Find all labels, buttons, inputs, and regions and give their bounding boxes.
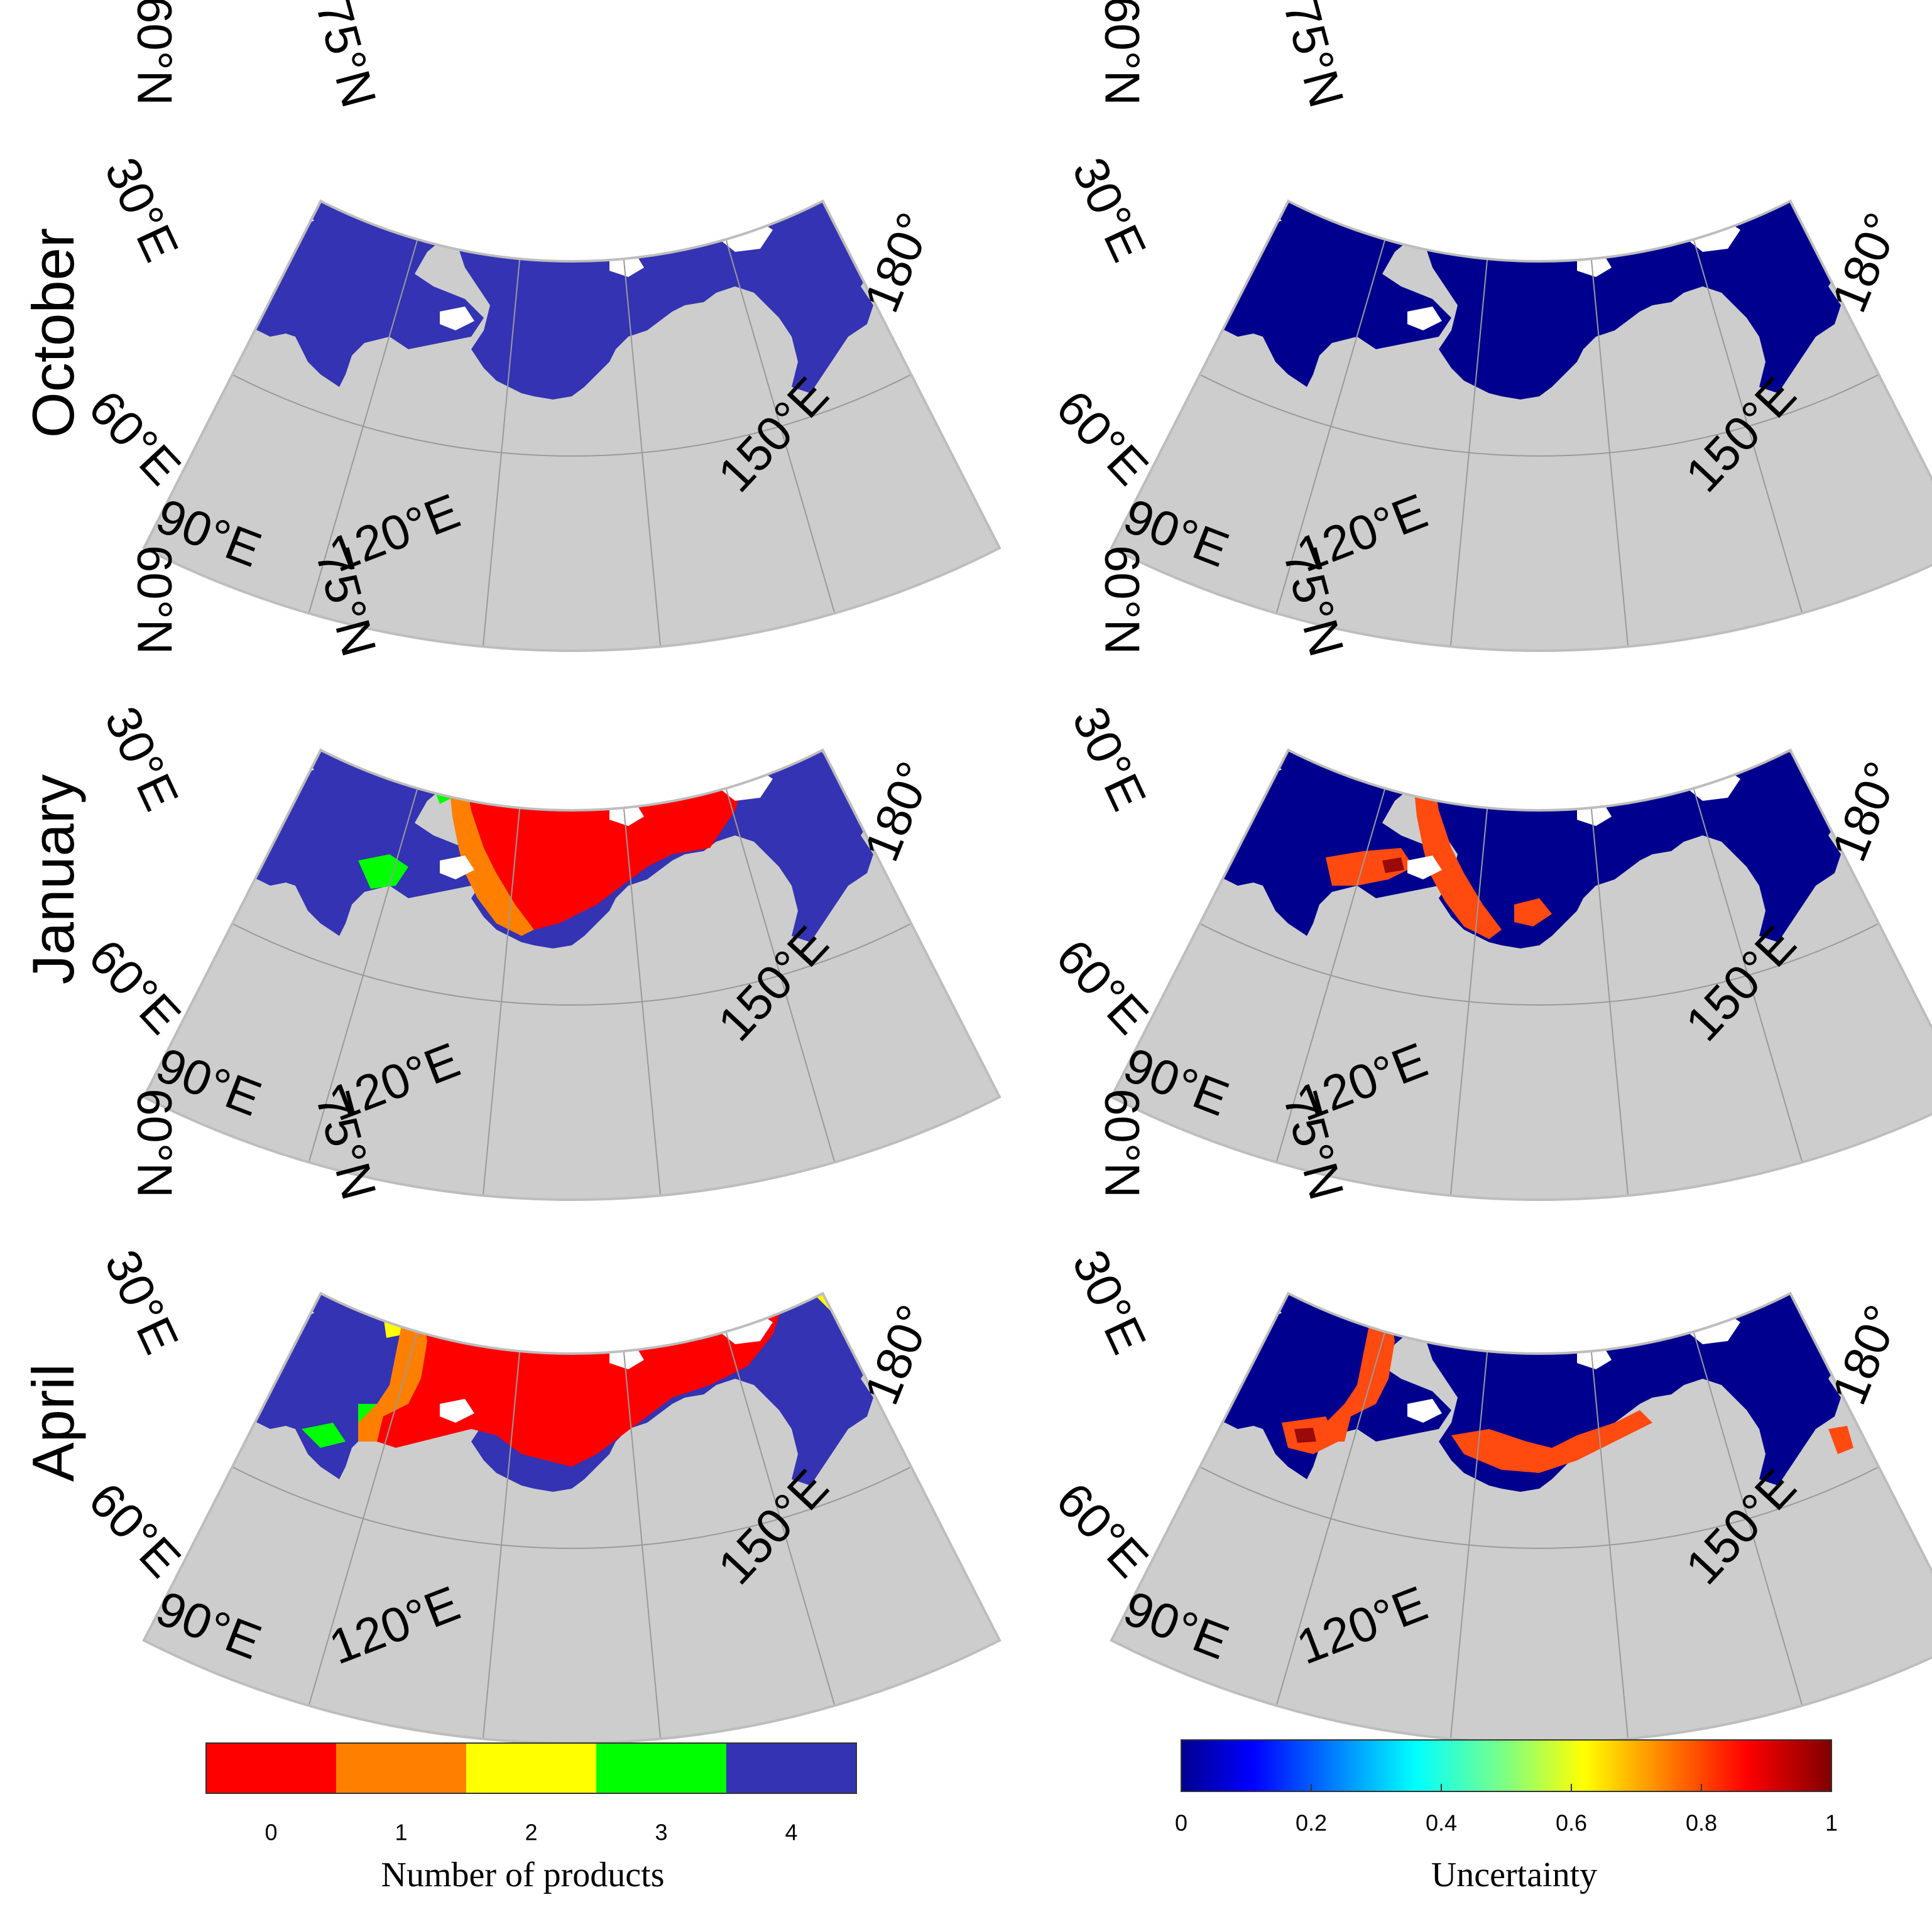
map-frame	[1110, 199, 1932, 652]
products-1-region	[446, 750, 534, 936]
colorbar-left-segment	[596, 1743, 726, 1793]
lat-60-label: 60°N	[127, 1089, 182, 1198]
lon-30-label: 30°E	[94, 149, 190, 269]
island	[1407, 307, 1442, 330]
max-uncertainty-region	[1520, 233, 1564, 249]
island	[440, 856, 474, 879]
sea-ice-area	[214, 201, 908, 399]
parallel-line	[1199, 1466, 1879, 1550]
island	[1489, 750, 1527, 757]
row-label-october: October	[20, 228, 86, 438]
lon-180-label: 180°	[853, 754, 942, 869]
colorbar-right-tick: 1	[1825, 1810, 1838, 1836]
row-label-january: January	[20, 774, 86, 984]
lon-60-label: 60°E	[1046, 1472, 1159, 1587]
lon-180-label: 180°	[1821, 205, 1910, 320]
colorbar-left-segment	[466, 1743, 596, 1793]
colorbar-right-title: Uncertainty	[1431, 1855, 1597, 1894]
lat-60-label: 60°N	[1094, 0, 1150, 106]
lon-30-label: 30°E	[94, 1242, 190, 1362]
colorbar-left-frame	[205, 1742, 857, 1794]
island	[1407, 856, 1442, 879]
colorbar-left-tick: 0	[265, 1820, 277, 1845]
island	[1407, 1399, 1442, 1423]
high-uncertainty-region	[1326, 750, 1866, 939]
colorbar-right-tick: 0	[1175, 1810, 1187, 1836]
island	[521, 750, 559, 757]
lon-60-label: 60°E	[1046, 928, 1159, 1044]
lat-75-label: 75°N	[1273, 0, 1355, 113]
parallel-line	[1199, 374, 1879, 457]
lat-60-label: 60°N	[127, 545, 182, 655]
colorbar-left-segment	[206, 1743, 336, 1793]
colorbar-left-tick: 4	[785, 1820, 797, 1845]
island	[440, 307, 474, 330]
lon-180-label: 180°	[1821, 754, 1910, 869]
map-frame	[1110, 748, 1932, 1201]
island	[521, 201, 559, 208]
colorbar-right-tick: 0.2	[1296, 1810, 1327, 1836]
map-frame	[142, 199, 1001, 652]
colorbar-right-tick: 0.8	[1686, 1810, 1717, 1836]
products-3-region	[456, 201, 660, 255]
lon-60-label: 60°E	[79, 928, 192, 1044]
lon-30-label: 30°E	[1062, 698, 1157, 818]
colorbar-left-tick: 3	[655, 1820, 667, 1845]
lon-180-label: 180°	[853, 1297, 942, 1412]
parallel-line	[1199, 923, 1879, 1006]
lon-60-label: 60°E	[79, 379, 192, 495]
island	[1489, 201, 1527, 208]
island	[440, 1399, 474, 1423]
lon-30-label: 30°E	[1062, 1242, 1157, 1362]
colorbar-left-segment	[726, 1743, 856, 1793]
lat-60-label: 60°N	[127, 0, 182, 106]
colorbar-left-segment	[336, 1743, 466, 1793]
map-frame	[1110, 1291, 1932, 1744]
products-0-region	[471, 201, 641, 230]
lon-30-label: 30°E	[1062, 149, 1157, 269]
sea-ice-area	[1181, 201, 1875, 399]
parallel-line	[232, 1466, 912, 1550]
lon-30-label: 30°E	[94, 698, 190, 818]
lat-60-label: 60°N	[1094, 1089, 1150, 1198]
row-label-april: April	[20, 1364, 86, 1482]
colorbar-right	[1181, 1739, 1832, 1792]
colorbar-right-tick: 0.6	[1556, 1810, 1587, 1836]
parallel-line	[232, 374, 912, 457]
colorbar-right-tick: 0.4	[1426, 1810, 1457, 1836]
lon-180-label: 180°	[853, 205, 942, 320]
island	[521, 1293, 559, 1300]
products-2-region	[810, 750, 848, 754]
colorbar-left-tick: 2	[525, 1820, 537, 1845]
colorbar-left-tick: 1	[395, 1820, 407, 1845]
colorbar-left-title: Number of products	[381, 1855, 664, 1894]
lat-75-label: 75°N	[305, 0, 387, 113]
lon-60-label: 60°E	[1046, 379, 1159, 495]
island	[1489, 1293, 1527, 1300]
lon-180-label: 180°	[1821, 1297, 1910, 1412]
high-uncertainty-region	[1426, 201, 1634, 252]
map-frame	[142, 1291, 1001, 1744]
parallel-line	[232, 923, 912, 1006]
products-1-region	[462, 201, 653, 242]
lat-60-label: 60°N	[1094, 545, 1150, 655]
map-frame	[142, 748, 1001, 1201]
lon-60-label: 60°E	[79, 1472, 192, 1587]
